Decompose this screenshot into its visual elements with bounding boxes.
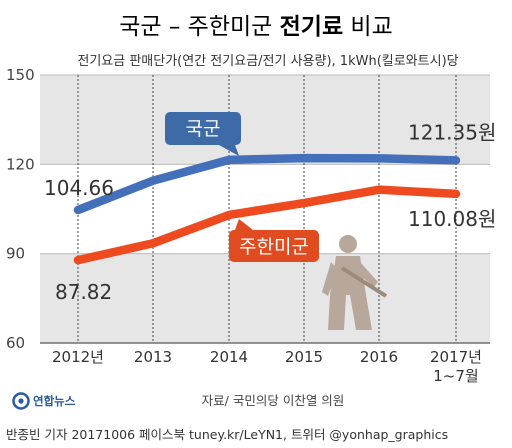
yonhap-logo: 연합뉴스 [12, 392, 76, 410]
x-tick-line: 2013 [134, 348, 172, 366]
chart-title: 국군 – 주한미군 전기료 비교 [119, 14, 393, 40]
label-first-usfk: 87.82 [55, 280, 112, 304]
logo-text: 연합뉴스 [33, 394, 76, 408]
soldier-right-leg [350, 295, 372, 330]
band-upper [40, 75, 490, 165]
source-note: 자료/ 국민의당 이찬열 의원 [202, 393, 345, 408]
label-last-korean-military: 121.35원 [408, 120, 496, 144]
x-tick-label: 2012년 [52, 348, 104, 366]
x-axis-ticks: 2012년 2013 2014 2015 2016 2017년 1~7월 [52, 348, 482, 385]
soldier-torso [330, 256, 366, 295]
soldier-right-arm [356, 262, 378, 287]
x-tick-line: 1~7월 [433, 367, 478, 385]
title-part-1: 국군 – 주한미군 [119, 14, 279, 40]
x-tick-line: 2017년 [430, 348, 482, 366]
series-tag-pointer-usfk [235, 219, 253, 230]
soldier-helmet [339, 235, 357, 253]
soldier-rifle [340, 266, 388, 298]
x-tick-label: 2013 [134, 348, 172, 366]
x-tick-label: 2015 [285, 348, 323, 366]
y-tick-label: 150 [6, 66, 35, 84]
x-tick-line: 2014 [210, 348, 248, 366]
series-tag-pointer-korean-military [219, 145, 239, 156]
label-first-korean-military: 104.66 [44, 176, 114, 200]
x-tick-line: 2015 [285, 348, 323, 366]
title-part-3: 비교 [343, 14, 393, 40]
y-axis-ticks: 150 120 90 60 [6, 66, 35, 352]
soldier-silhouette-icon [322, 235, 388, 330]
series-tag-bg-usfk [229, 230, 319, 262]
band-lower [40, 253, 490, 343]
series-line-korean-military [73, 153, 461, 215]
y-tick-label: 60 [6, 334, 25, 352]
label-last-usfk: 110.08원 [408, 207, 496, 231]
series-lines [73, 153, 461, 265]
x-tick-label: 2014 [210, 348, 248, 366]
x-tick-label: 2016 [360, 348, 398, 366]
x-tick-label: 2017년 1~7월 [430, 348, 482, 385]
logo-mark-icon [12, 392, 30, 410]
x-tick-line: 2012년 [52, 348, 104, 366]
series-tag-bg-korean-military [165, 112, 241, 145]
y-tick-label: 90 [6, 245, 25, 263]
title-part-2: 전기료 [280, 14, 343, 40]
series-tag-usfk: 주한미군 [239, 236, 309, 258]
grid-bands [40, 75, 490, 343]
footer-credit: 반종빈 기자 20171006 페이스북 tuney.kr/LeYN1, 트위터… [6, 427, 448, 442]
chart-subtitle: 전기요금 판매단가(연간 전기요금/전기 사용량), 1kWh(킬로와트시)당 [77, 54, 458, 69]
series-tag-korean-military: 국군 [186, 118, 221, 140]
soldier-left-arm [322, 262, 338, 296]
y-tick-label: 120 [6, 155, 35, 173]
logo-mark-dot [18, 398, 24, 404]
series-line-usfk [73, 185, 461, 265]
soldier-left-leg [328, 295, 346, 330]
x-tick-line: 2016 [360, 348, 398, 366]
